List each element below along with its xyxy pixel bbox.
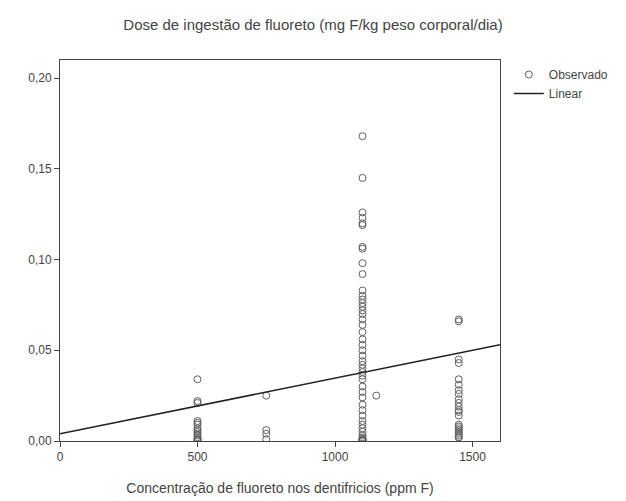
svg-text:0,05: 0,05 xyxy=(28,343,52,357)
svg-text:500: 500 xyxy=(187,450,207,464)
svg-text:1000: 1000 xyxy=(322,450,349,464)
svg-text:1500: 1500 xyxy=(459,450,486,464)
svg-text:Dose de ingestão de fluoreto (: Dose de ingestão de fluoreto (mg F/kg pe… xyxy=(123,16,502,33)
svg-text:0,15: 0,15 xyxy=(28,162,52,176)
svg-text:Linear: Linear xyxy=(549,87,582,101)
svg-text:0,00: 0,00 xyxy=(28,434,52,448)
svg-text:0,20: 0,20 xyxy=(28,71,52,85)
svg-text:0,10: 0,10 xyxy=(28,253,52,267)
svg-text:Concentração de fluoreto nos d: Concentração de fluoreto nos dentifricio… xyxy=(126,480,433,496)
svg-text:Observado: Observado xyxy=(549,68,608,82)
svg-text:0: 0 xyxy=(57,450,64,464)
